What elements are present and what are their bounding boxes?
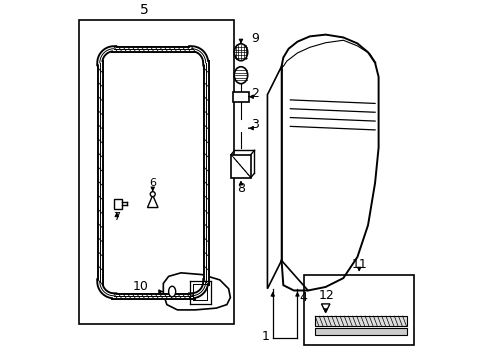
Ellipse shape — [168, 286, 175, 297]
Text: 7: 7 — [113, 212, 120, 222]
Bar — [231, 154, 250, 177]
Text: 6: 6 — [149, 178, 156, 188]
Circle shape — [150, 192, 155, 197]
Text: 1: 1 — [261, 330, 269, 343]
Text: 10: 10 — [132, 280, 148, 293]
Bar — [114, 199, 122, 209]
Text: 4: 4 — [299, 291, 306, 304]
Text: 12: 12 — [318, 289, 334, 302]
Bar — [314, 316, 406, 326]
Ellipse shape — [234, 44, 247, 61]
Bar — [304, 275, 413, 345]
Bar — [79, 21, 233, 324]
Text: 9: 9 — [251, 32, 259, 45]
Bar — [233, 92, 248, 102]
Text: 5: 5 — [139, 3, 148, 17]
Text: 11: 11 — [350, 258, 366, 271]
Text: 8: 8 — [237, 182, 244, 195]
Bar — [314, 328, 406, 334]
Text: 3: 3 — [251, 118, 259, 131]
Ellipse shape — [234, 67, 247, 84]
Text: 2: 2 — [251, 87, 259, 100]
